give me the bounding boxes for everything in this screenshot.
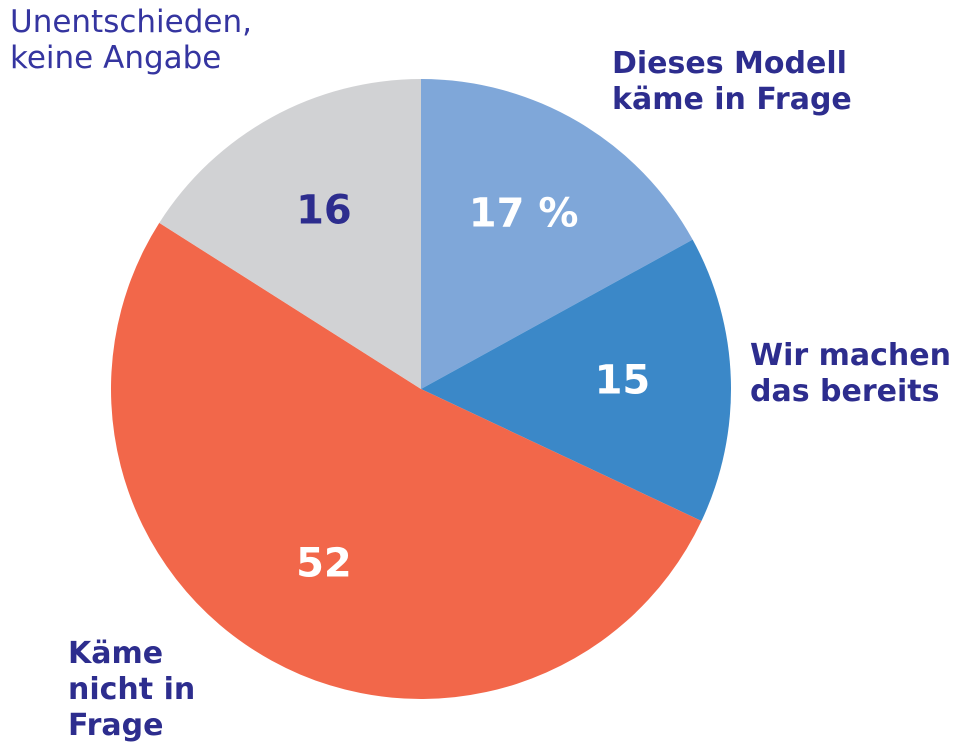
pie-slice [159, 79, 421, 389]
category-label: Unentschieden, keine Angabe [10, 4, 252, 76]
pie-slice [421, 239, 732, 521]
pie-slice [110, 222, 702, 700]
category-label: Dieses Modell käme in Frage [612, 46, 852, 117]
category-label: Wir machen das bereits [750, 338, 951, 409]
pie-slice [421, 79, 693, 389]
value-label: 16 [296, 187, 352, 233]
value-label: 52 [296, 541, 352, 587]
value-label: 15 [595, 358, 651, 404]
category-label: Käme nicht in Frage [68, 636, 196, 743]
value-label: 17 % [469, 191, 579, 237]
